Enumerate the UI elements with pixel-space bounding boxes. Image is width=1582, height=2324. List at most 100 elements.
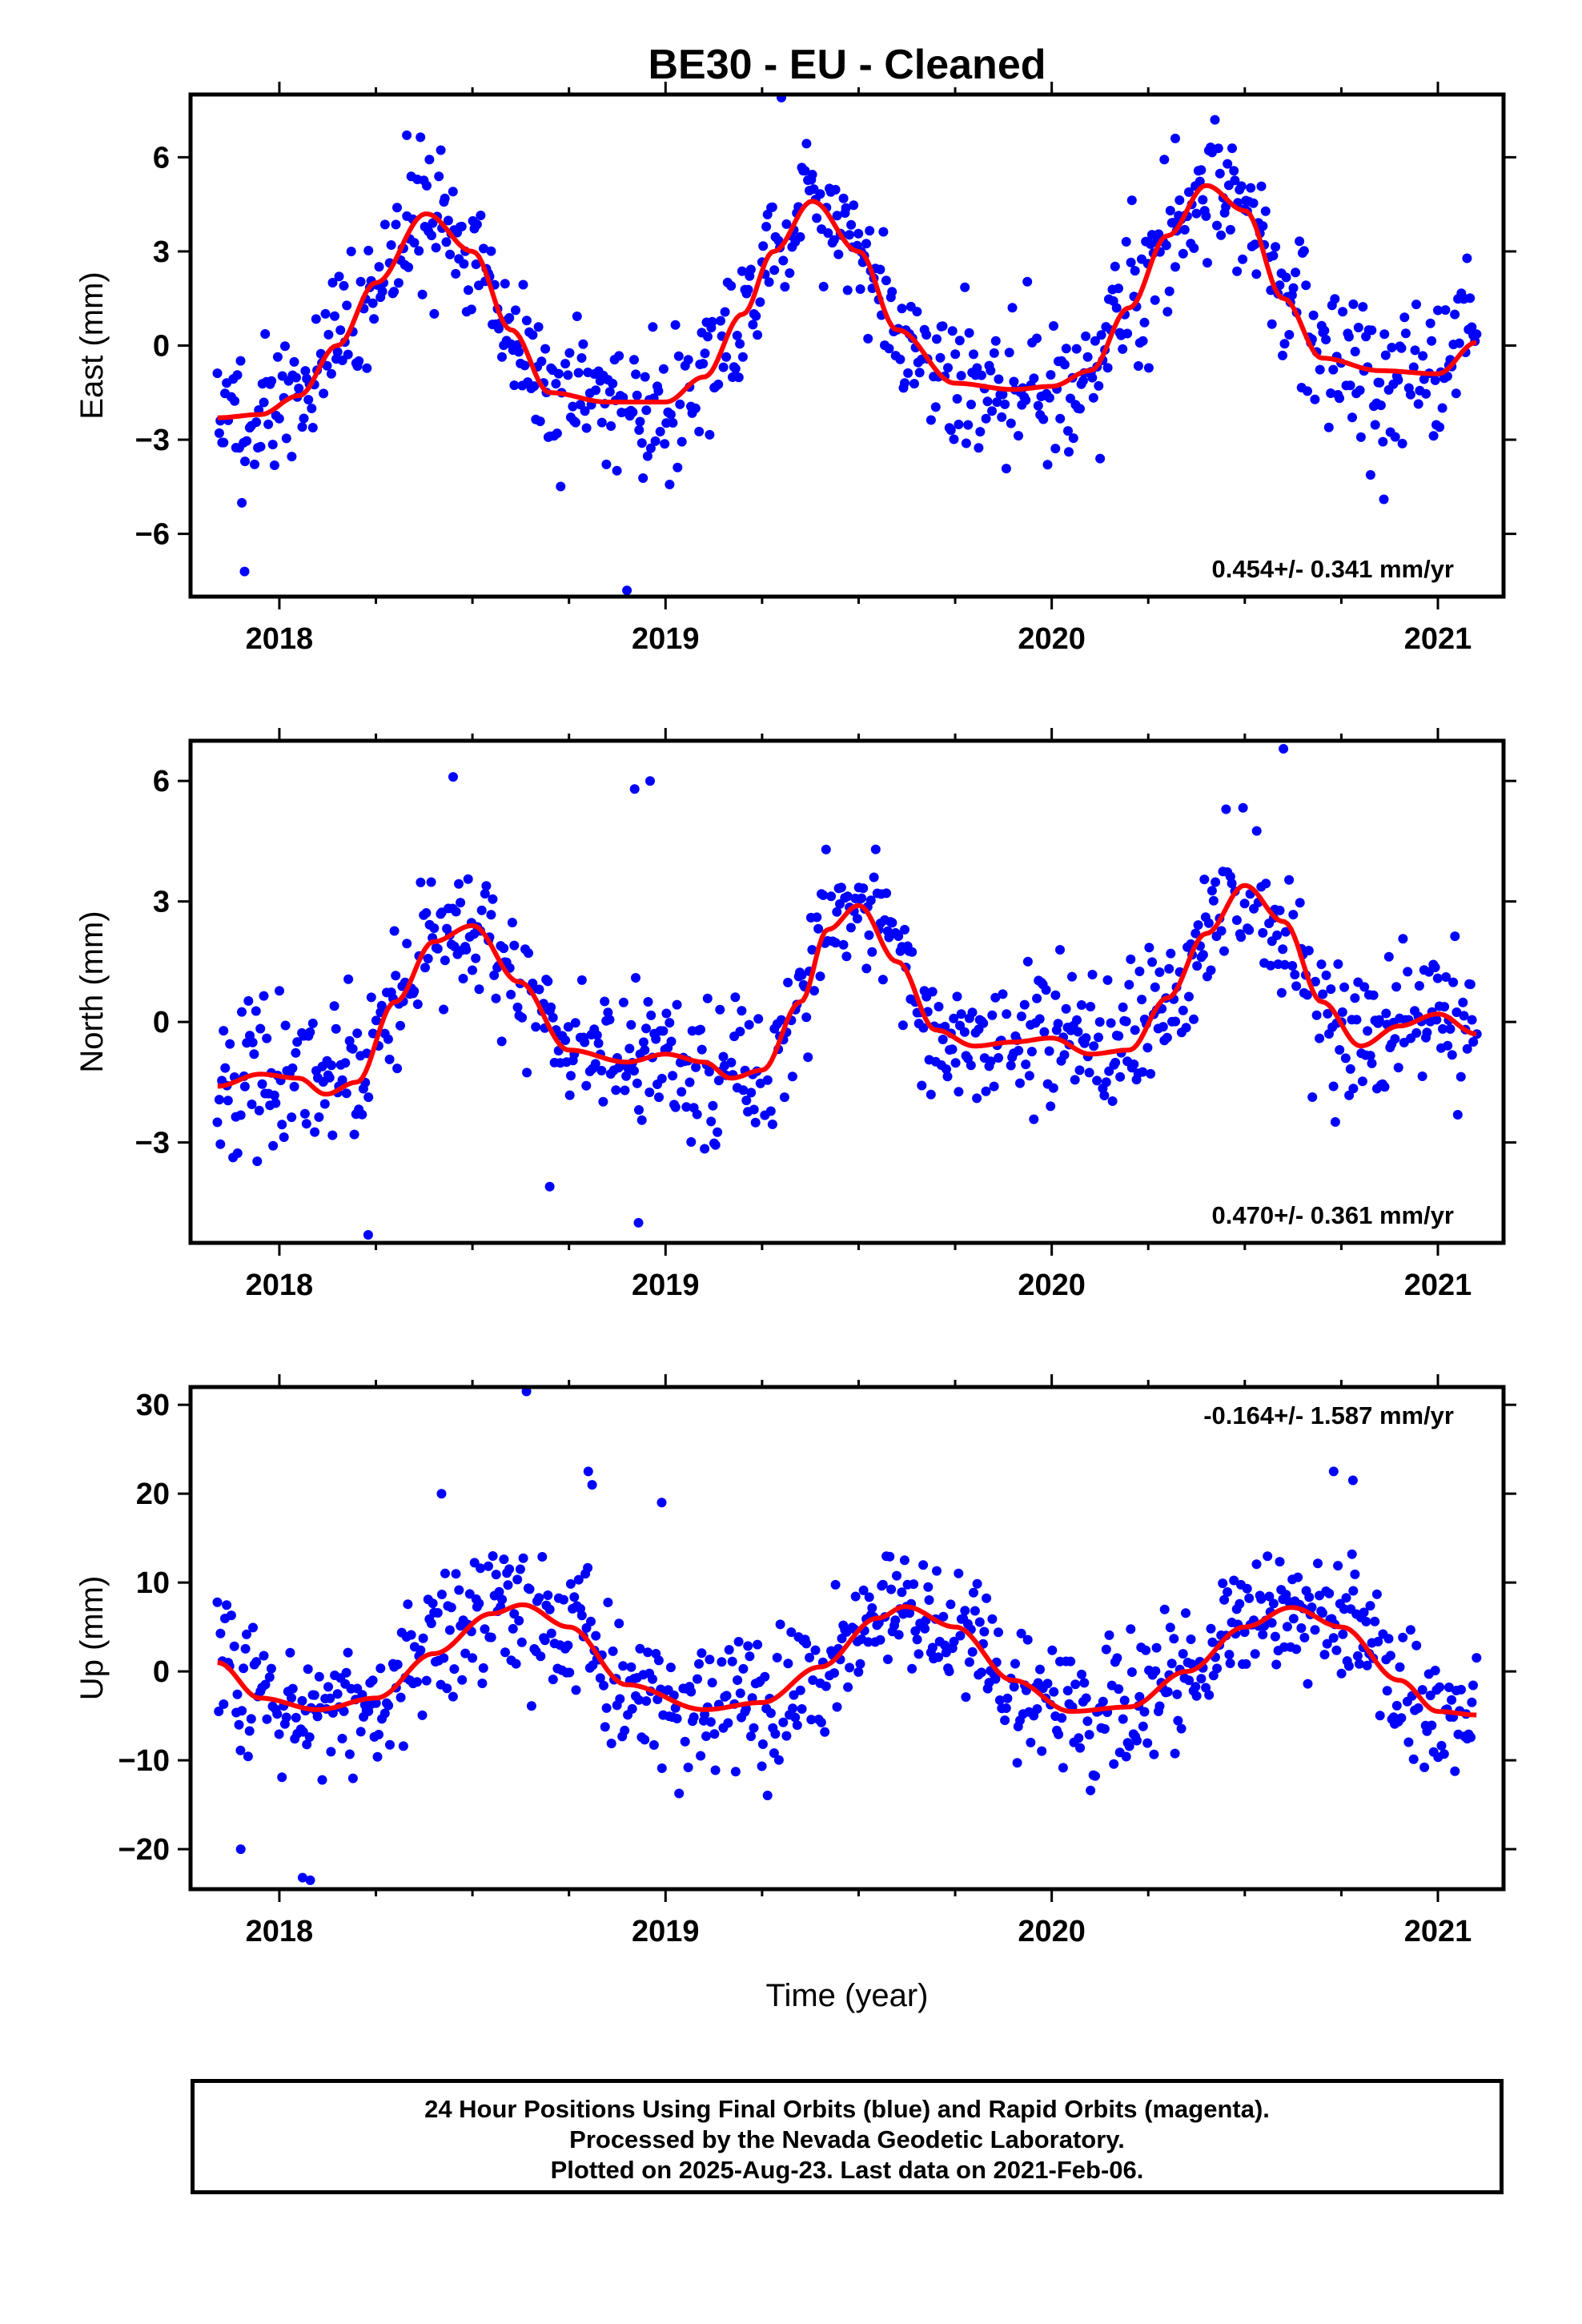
- data-point: [563, 1640, 573, 1651]
- data-point: [1084, 1068, 1094, 1078]
- data-point: [355, 276, 366, 287]
- data-point: [521, 316, 532, 326]
- data-point: [861, 239, 871, 249]
- data-point: [1278, 944, 1288, 955]
- data-point: [488, 894, 498, 904]
- data-point: [776, 1015, 786, 1025]
- data-point: [1086, 1785, 1096, 1795]
- data-point: [341, 1667, 351, 1678]
- data-point: [1443, 1683, 1454, 1692]
- data-point: [1408, 1754, 1419, 1764]
- data-point: [1203, 918, 1214, 928]
- data-point: [480, 889, 490, 899]
- data-point: [398, 1741, 408, 1751]
- data-point: [843, 1682, 853, 1692]
- data-point: [281, 1712, 291, 1723]
- data-point: [1191, 208, 1202, 219]
- data-point: [1006, 418, 1016, 428]
- data-point: [1419, 1762, 1430, 1772]
- data-point: [972, 363, 982, 373]
- data-point: [566, 1071, 576, 1081]
- data-point: [820, 1727, 830, 1737]
- data-point: [479, 243, 488, 254]
- data-point: [732, 331, 742, 340]
- data-point: [457, 1675, 468, 1685]
- data-point: [1361, 1616, 1371, 1626]
- data-point: [421, 1675, 432, 1686]
- data-point: [845, 1663, 855, 1673]
- data-point: [865, 226, 875, 236]
- data-point: [737, 266, 747, 276]
- data-point: [832, 211, 842, 221]
- data-point: [212, 1597, 223, 1607]
- data-point: [1379, 1082, 1390, 1092]
- data-point: [1162, 1032, 1172, 1043]
- data-point: [1096, 330, 1106, 340]
- data-point: [403, 1599, 413, 1610]
- data-point: [267, 440, 278, 450]
- data-point: [1279, 339, 1290, 349]
- data-point: [1012, 1758, 1022, 1768]
- data-point: [877, 1579, 888, 1590]
- data-point: [252, 1156, 263, 1167]
- data-point: [225, 1039, 235, 1049]
- data-point: [1138, 336, 1148, 346]
- data-point: [917, 1080, 927, 1091]
- data-point: [1126, 954, 1136, 964]
- data-point: [573, 368, 584, 378]
- data-point: [458, 974, 468, 983]
- data-point: [1399, 312, 1410, 323]
- data-point: [1339, 1604, 1349, 1614]
- data-point: [912, 1634, 922, 1645]
- data-point: [1239, 1627, 1250, 1638]
- data-point: [1193, 920, 1203, 931]
- data-point: [1291, 267, 1301, 278]
- data-point: [783, 1659, 793, 1669]
- data-point: [289, 1081, 299, 1092]
- data-point: [1026, 1047, 1037, 1057]
- data-point: [451, 1569, 461, 1579]
- data-point: [853, 228, 864, 239]
- data-point: [379, 219, 390, 230]
- data-point: [508, 1623, 518, 1634]
- data-point: [1390, 1034, 1400, 1044]
- data-point: [628, 407, 638, 417]
- data-point: [1081, 1693, 1091, 1703]
- outlier-point: [656, 1498, 667, 1508]
- data-point: [884, 344, 894, 354]
- data-point: [621, 1071, 632, 1081]
- data-point: [810, 1645, 821, 1655]
- data-point: [658, 1026, 669, 1036]
- data-point: [705, 1717, 716, 1727]
- data-point: [1425, 318, 1435, 328]
- data-point: [476, 211, 486, 220]
- data-point: [226, 1610, 236, 1621]
- data-point: [363, 1092, 374, 1103]
- outlier-point: [583, 1466, 593, 1477]
- data-point: [1302, 990, 1312, 1000]
- data-point: [409, 986, 420, 996]
- data-point: [254, 1105, 264, 1116]
- x-tick-label: 2019: [632, 1269, 700, 1302]
- data-point: [1122, 328, 1133, 339]
- data-point: [1380, 350, 1391, 360]
- data-point: [816, 1717, 826, 1727]
- data-point: [491, 1570, 501, 1580]
- data-point: [1391, 982, 1402, 992]
- data-point: [1001, 464, 1011, 474]
- data-point: [755, 297, 765, 308]
- data-point: [1345, 380, 1355, 391]
- data-point: [606, 421, 616, 431]
- data-point: [535, 416, 545, 427]
- data-point: [875, 264, 885, 275]
- data-point: [543, 976, 553, 987]
- data-point: [1258, 927, 1268, 938]
- data-point: [994, 1695, 1005, 1705]
- data-point: [439, 1004, 449, 1015]
- data-point: [730, 364, 741, 374]
- data-point: [1050, 444, 1061, 454]
- data-point: [726, 281, 737, 291]
- data-point: [638, 473, 648, 483]
- data-point: [987, 1614, 998, 1624]
- data-point: [229, 1641, 239, 1651]
